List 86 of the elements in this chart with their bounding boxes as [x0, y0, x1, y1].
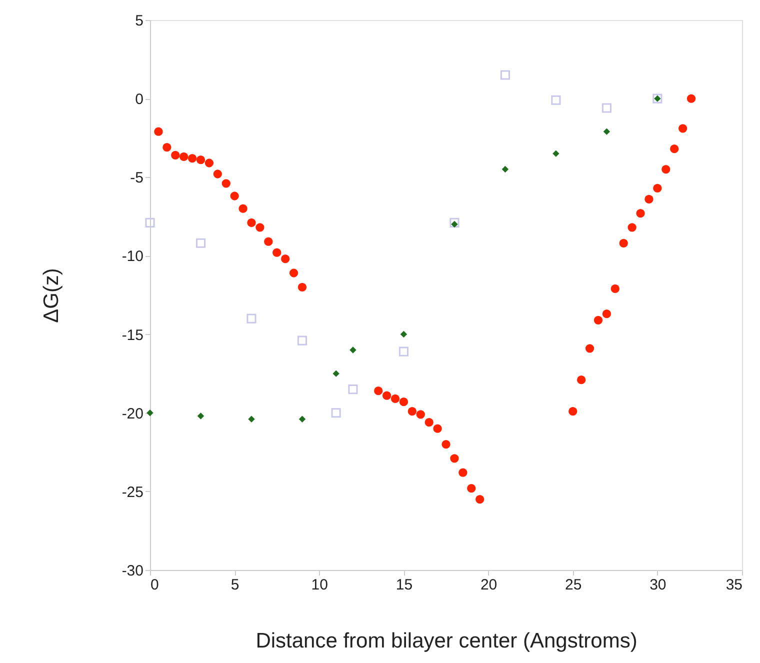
- x-tick-label: 15: [396, 576, 413, 594]
- point: [594, 316, 603, 324]
- point: [246, 314, 256, 324]
- x-tick-label: 35: [726, 576, 742, 594]
- point: [248, 416, 255, 422]
- point: [451, 220, 458, 228]
- point: [238, 204, 248, 213]
- point: [162, 142, 172, 152]
- point: [476, 494, 484, 504]
- point: [502, 166, 509, 173]
- y-tick-label: -20: [122, 405, 144, 422]
- point: [442, 440, 450, 449]
- y-tick-label: -25: [122, 484, 144, 501]
- point: [264, 237, 273, 246]
- point: [602, 310, 612, 318]
- point: [585, 344, 594, 353]
- point: [678, 124, 688, 133]
- point: [662, 164, 670, 174]
- point: [297, 336, 308, 346]
- point: [602, 103, 612, 113]
- y-axis-title: ΔG(z): [40, 268, 63, 323]
- point: [180, 152, 188, 162]
- point: [222, 179, 230, 188]
- point: [348, 384, 358, 394]
- point: [289, 268, 298, 278]
- x-axis-title: Distance from bilayer center (Angstroms): [256, 630, 638, 652]
- point: [145, 218, 155, 228]
- x-tick-label: 10: [311, 576, 328, 594]
- point: [450, 218, 460, 228]
- point: [450, 454, 459, 463]
- point: [433, 424, 442, 433]
- point: [576, 376, 586, 384]
- point: [298, 282, 307, 292]
- point: [603, 128, 610, 135]
- point: [280, 254, 290, 264]
- point: [374, 386, 383, 396]
- point: [247, 218, 256, 228]
- point: [644, 194, 654, 204]
- point: [408, 406, 416, 416]
- point: [500, 70, 510, 80]
- point: [628, 223, 636, 232]
- y-tick-label: 0: [135, 91, 144, 108]
- y-tick-label: -5: [130, 170, 144, 187]
- point: [256, 223, 264, 232]
- point: [653, 184, 662, 192]
- point: [154, 127, 163, 136]
- point: [398, 346, 408, 356]
- point: [551, 95, 561, 105]
- y-tick-label: -15: [122, 326, 144, 344]
- point: [390, 394, 400, 404]
- x-tick-label: 25: [565, 576, 582, 594]
- point: [197, 412, 204, 420]
- point: [424, 418, 434, 427]
- x-tick-label: 30: [650, 576, 666, 594]
- point: [619, 238, 628, 248]
- point: [552, 150, 560, 157]
- point: [350, 346, 356, 354]
- point: [568, 406, 578, 416]
- point: [400, 330, 408, 338]
- point: [171, 150, 180, 160]
- point: [230, 192, 239, 200]
- point: [399, 398, 408, 406]
- point: [196, 156, 206, 164]
- point: [331, 408, 341, 418]
- x-tick-label: 5: [230, 576, 240, 594]
- point: [416, 410, 425, 419]
- point: [636, 208, 645, 218]
- point: [610, 284, 620, 294]
- point: [204, 158, 214, 168]
- point: [382, 391, 392, 400]
- point: [332, 370, 340, 377]
- point: [272, 248, 282, 257]
- y-tick-label: -30: [122, 562, 144, 580]
- point: [686, 94, 696, 103]
- x-tick-label: 0: [150, 576, 159, 594]
- y-tick-label: 5: [135, 12, 144, 30]
- point: [196, 238, 206, 248]
- point: [458, 468, 468, 477]
- point: [188, 154, 197, 163]
- point: [298, 416, 306, 422]
- x-tick-label: 20: [480, 576, 498, 594]
- point: [146, 410, 154, 416]
- point: [467, 484, 476, 493]
- y-tick-label: -10: [122, 248, 144, 266]
- point: [213, 170, 222, 178]
- point: [670, 144, 679, 154]
